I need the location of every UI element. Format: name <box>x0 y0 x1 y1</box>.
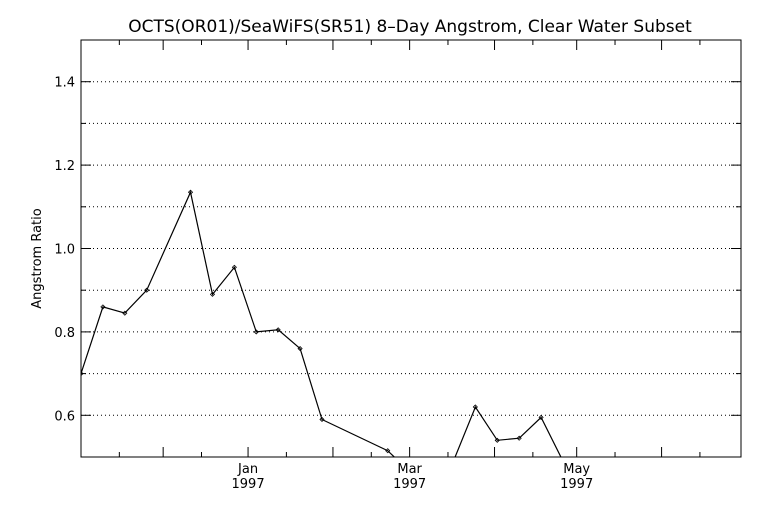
x-tick-label-year: 1997 <box>560 477 593 492</box>
data-point <box>231 264 237 270</box>
series-group <box>81 189 562 457</box>
data-point <box>81 371 84 377</box>
x-tick-label-year: 1997 <box>232 477 265 492</box>
data-point <box>385 448 391 454</box>
y-tick-label: 0.6 <box>54 409 75 424</box>
y-tick-labels: 0.6 0.8 1.0 1.2 1.4 <box>54 76 75 425</box>
data-point <box>100 304 106 310</box>
data-point <box>297 346 303 352</box>
y-tick-label: 0.8 <box>54 326 75 341</box>
series-line <box>81 190 396 457</box>
data-point <box>516 435 522 441</box>
data-point <box>122 310 128 316</box>
data-point <box>319 416 325 423</box>
grid <box>81 81 741 416</box>
y-tick-label: 1.2 <box>54 159 75 174</box>
data-point <box>275 327 281 333</box>
x-tick-label-month: Jan <box>237 462 258 477</box>
data-point <box>144 287 150 293</box>
y-tick-label: 1.4 <box>54 76 75 91</box>
chart-title: OCTS(OR01)/SeaWiFS(SR51) 8–Day Angstrom,… <box>128 17 692 37</box>
data-point <box>187 189 194 195</box>
axis-ticks <box>81 40 741 457</box>
x-tick-label-year: 1997 <box>393 477 426 492</box>
data-point <box>538 414 544 420</box>
series-line <box>454 405 562 457</box>
data-point <box>209 291 216 297</box>
data-point <box>253 329 259 335</box>
x-tick-label-month: Mar <box>397 462 422 477</box>
data-point <box>494 437 500 443</box>
plot-frame <box>80 39 742 458</box>
series-layer <box>81 189 562 457</box>
y-tick-label: 1.0 <box>54 243 75 258</box>
y-axis-label: Angstrom Ratio <box>30 208 45 308</box>
x-tick-label-month: May <box>563 462 590 477</box>
data-point <box>472 404 478 410</box>
